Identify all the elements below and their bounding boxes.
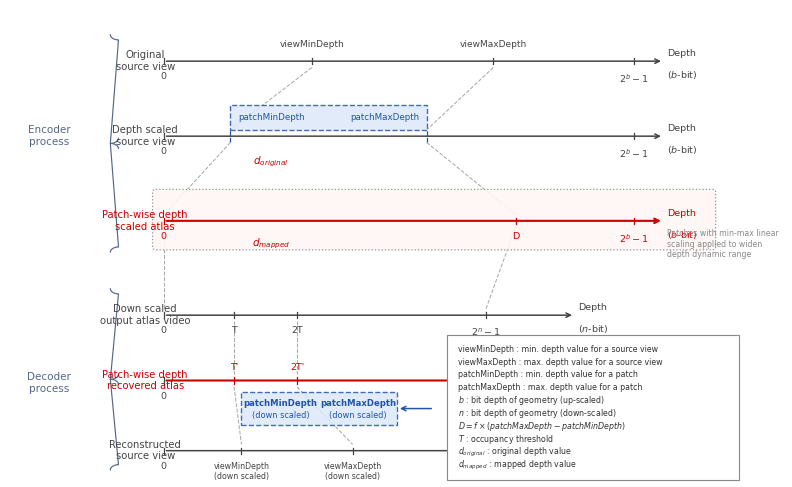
Text: $2^b-1$: $2^b-1$ (619, 72, 649, 85)
Text: viewMinDepth : min. depth value for a source view: viewMinDepth : min. depth value for a so… (458, 345, 658, 354)
Text: Patches with min-max linear
scaling applied to widen
depth dynamic range: Patches with min-max linear scaling appl… (667, 229, 779, 259)
Text: T': T' (230, 363, 238, 372)
Text: 2T: 2T (291, 326, 303, 336)
Text: Down scaled
output atlas video: Down scaled output atlas video (100, 304, 190, 326)
Text: patchMinDepth : min. depth value for a patch: patchMinDepth : min. depth value for a p… (458, 371, 638, 379)
Text: ($n$-bit): ($n$-bit) (578, 458, 608, 470)
Text: $b$ : bit depth of geometry (up-scaled): $b$ : bit depth of geometry (up-scaled) (458, 394, 605, 407)
Text: $2^b-1$: $2^b-1$ (619, 232, 649, 244)
Text: ($n$-bit): ($n$-bit) (578, 388, 608, 400)
FancyBboxPatch shape (242, 392, 397, 425)
Text: 0: 0 (161, 147, 166, 156)
Text: viewMaxDepth
(down scaled): viewMaxDepth (down scaled) (323, 462, 382, 481)
Text: $n$ : bit depth of geometry (down-scaled): $n$ : bit depth of geometry (down-scaled… (458, 407, 616, 420)
Text: 0: 0 (161, 392, 166, 401)
Text: Depth: Depth (667, 209, 695, 218)
Text: Metadata
(Side information): Metadata (Side information) (608, 397, 690, 417)
Text: Depth: Depth (578, 369, 607, 377)
Text: viewMinDepth
(down scaled): viewMinDepth (down scaled) (214, 462, 269, 481)
Text: $d_{original}$ : original depth value: $d_{original}$ : original depth value (458, 446, 572, 459)
Text: $d_{original}$: $d_{original}$ (253, 154, 289, 169)
FancyBboxPatch shape (153, 189, 716, 250)
Text: $2^b-1$: $2^b-1$ (619, 147, 649, 160)
Text: Depth: Depth (667, 124, 695, 133)
FancyBboxPatch shape (230, 105, 427, 130)
Text: (down scaled): (down scaled) (329, 412, 387, 420)
Text: (down scaled): (down scaled) (252, 412, 309, 420)
Text: patchMaxDepth: patchMaxDepth (320, 399, 396, 408)
Text: patchMinDepth: patchMinDepth (243, 399, 318, 408)
Text: ($b$-bit): ($b$-bit) (667, 144, 697, 156)
Text: $d_{mapped}$: $d_{mapped}$ (252, 237, 291, 251)
Text: viewMinDepth: viewMinDepth (280, 40, 345, 49)
Text: Decoder
process: Decoder process (27, 372, 70, 393)
Text: Patch-wise depth
recovered atlas: Patch-wise depth recovered atlas (102, 370, 188, 392)
Text: D: D (512, 232, 520, 241)
Text: $2^n-1$: $2^n-1$ (471, 462, 501, 474)
Text: ($n$-bit): ($n$-bit) (578, 323, 608, 335)
Text: Depth scaled
source view: Depth scaled source view (112, 125, 178, 147)
Text: patchMaxDepth : max. depth value for a patch: patchMaxDepth : max. depth value for a p… (458, 383, 642, 393)
Text: Patch-wise depth
scaled atlas: Patch-wise depth scaled atlas (102, 210, 188, 232)
Text: $2^n-1$: $2^n-1$ (471, 360, 501, 372)
Text: patchMaxDepth: patchMaxDepth (350, 113, 419, 122)
Text: $2^n-1$: $2^n-1$ (471, 326, 501, 338)
Text: 2T': 2T' (290, 363, 304, 372)
Text: $D = f \times (patchMaxDepth - patchMinDepth)$: $D = f \times (patchMaxDepth - patchMinD… (458, 420, 626, 433)
Text: ($b$-bit): ($b$-bit) (667, 228, 697, 241)
Text: Original
source view: Original source view (116, 50, 175, 72)
Text: 0: 0 (161, 232, 166, 241)
Text: 0: 0 (161, 326, 166, 336)
Text: ($b$-bit): ($b$-bit) (667, 69, 697, 81)
FancyBboxPatch shape (447, 335, 739, 480)
Text: viewMaxDepth: viewMaxDepth (459, 40, 527, 49)
Text: patchMinDepth: patchMinDepth (238, 113, 304, 122)
Text: T: T (231, 326, 237, 336)
Text: $T$ : occupancy threshold: $T$ : occupancy threshold (458, 433, 554, 446)
Text: Depth: Depth (578, 303, 607, 312)
Text: 0: 0 (161, 462, 166, 471)
Text: Encoder
process: Encoder process (28, 125, 70, 147)
Text: 0: 0 (161, 72, 166, 81)
Text: Depth: Depth (667, 49, 695, 58)
Text: $d_{mapped}$ : mapped depth value: $d_{mapped}$ : mapped depth value (458, 458, 577, 471)
Text: Depth: Depth (578, 439, 607, 448)
Text: viewMaxDepth : max. depth value for a source view: viewMaxDepth : max. depth value for a so… (458, 357, 662, 367)
Text: Reconstructed
source view: Reconstructed source view (109, 440, 181, 462)
